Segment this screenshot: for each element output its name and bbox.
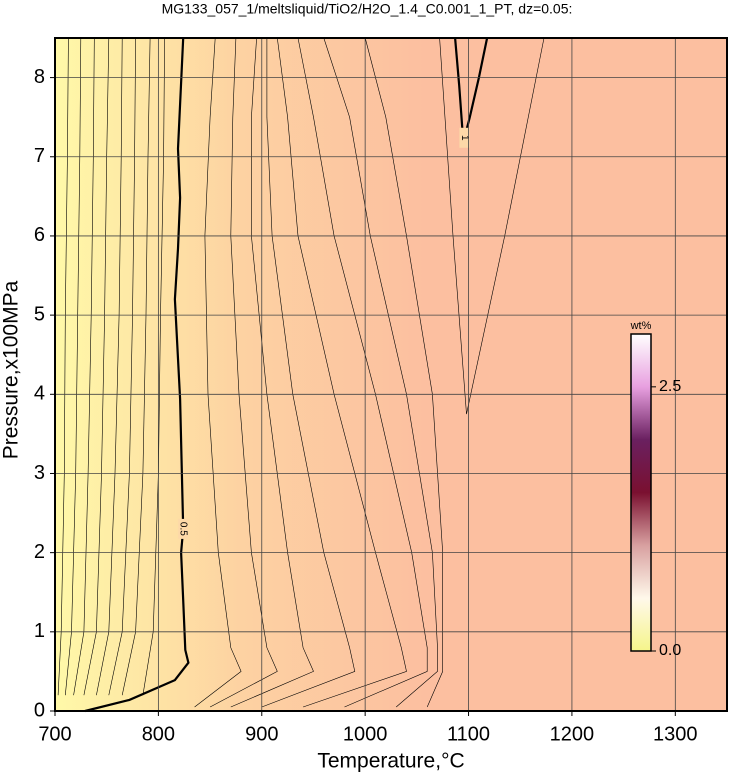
- chart-title: MG133_057_1/meltsliquid/TiO2/H2O_1.4_C0.…: [162, 1, 573, 17]
- y-tick-label: 1: [34, 620, 45, 642]
- plot-background: [55, 38, 727, 711]
- contour-label-bg: [459, 127, 470, 148]
- colorbar-tick-label: 2.5: [659, 378, 681, 395]
- contour-line: [84, 37, 190, 713]
- y-tick-label: 2: [34, 541, 45, 563]
- y-tick-label: 4: [34, 383, 45, 405]
- colorbar-tick-label: 0.0: [659, 642, 681, 659]
- x-tick-label: 700: [38, 723, 71, 745]
- y-tick-label: 8: [34, 66, 45, 88]
- contour-label: 0.5: [178, 522, 189, 536]
- x-tick-label: 1200: [550, 723, 595, 745]
- contour-label-bg: [178, 518, 189, 539]
- colorbar: [630, 333, 652, 652]
- plot-frame: [54, 37, 728, 712]
- contour-line: [439, 37, 545, 415]
- x-tick-label: 800: [142, 723, 175, 745]
- y-tick-label: 7: [34, 145, 45, 167]
- x-axis-label: Temperature,°C: [317, 750, 464, 773]
- colorbar-label: wt%: [630, 320, 652, 332]
- y-tick-label: 0: [34, 699, 45, 721]
- y-tick-label: 6: [34, 224, 45, 246]
- x-tick-label: 900: [245, 723, 278, 745]
- x-tick-label: 1000: [343, 723, 388, 745]
- contour-label: 1: [459, 135, 470, 141]
- x-tick-label: 1100: [447, 723, 490, 745]
- x-tick-label: 1300: [653, 723, 698, 745]
- y-axis-label: Pressure,x100MPa: [0, 280, 23, 459]
- y-tick-label: 3: [34, 462, 45, 484]
- y-tick-label: 5: [34, 303, 45, 325]
